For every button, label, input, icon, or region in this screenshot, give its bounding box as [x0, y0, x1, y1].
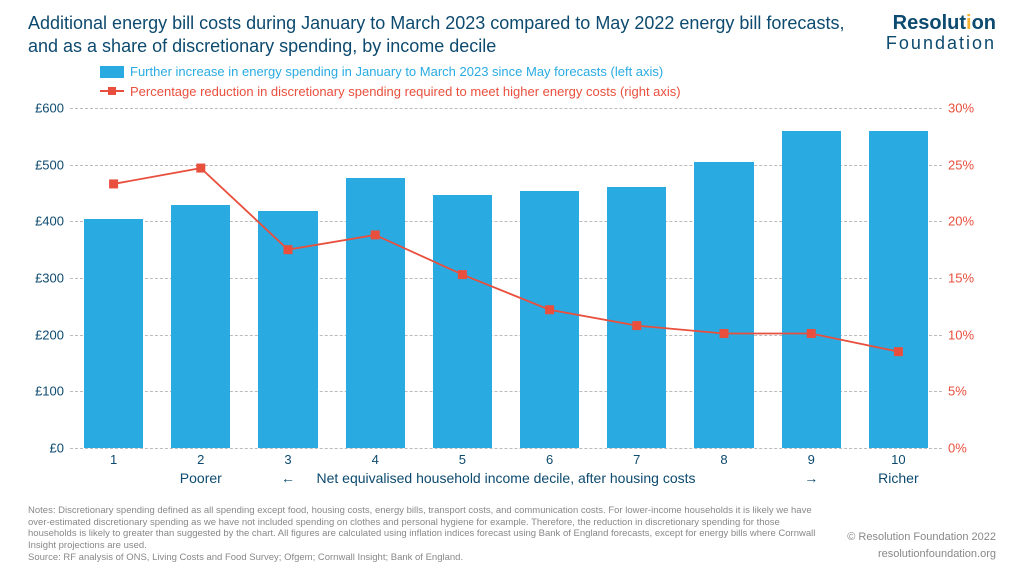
line-marker: [807, 329, 816, 338]
y-axis-right-label: 20%: [948, 214, 974, 229]
x-axis-category-label: 2: [197, 452, 204, 467]
y-axis-right-label: 15%: [948, 271, 974, 286]
x-axis-category-label: 1: [110, 452, 117, 467]
x-axis-category-label: 4: [372, 452, 379, 467]
x-axis-category-label: 7: [633, 452, 640, 467]
chart-title: Additional energy bill costs during Janu…: [28, 12, 848, 59]
line-marker: [632, 321, 641, 330]
footer-url: resolutionfoundation.org: [847, 546, 996, 563]
logo-word2: Foundation: [886, 34, 996, 54]
legend-swatch-line: [100, 90, 124, 92]
line-marker: [894, 347, 903, 356]
x-axis-category-label: 6: [546, 452, 553, 467]
legend-line-label: Percentage reduction in discretionary sp…: [130, 82, 681, 102]
footer-copyright: © Resolution Foundation 2022: [847, 529, 996, 546]
line-marker: [284, 245, 293, 254]
brand-logo: Resolution Foundation: [886, 12, 996, 54]
line-marker: [545, 305, 554, 314]
line-marker: [196, 164, 205, 173]
chart-notes: Notes: Discretionary spending defined as…: [28, 505, 828, 564]
line-series: [114, 168, 899, 352]
line-marker: [109, 179, 118, 188]
logo-word1-prefix: Resolut: [893, 12, 966, 34]
x-axis-category-label: 8: [720, 452, 727, 467]
line-marker: [458, 270, 467, 279]
x-axis-category-label: 5: [459, 452, 466, 467]
y-axis-right-label: 30%: [948, 101, 974, 116]
x-axis-category-label: 3: [284, 452, 291, 467]
y-axis-left-label: £400: [35, 214, 64, 229]
legend-item-line: Percentage reduction in discretionary sp…: [100, 82, 681, 102]
y-axis-left-label: £0: [50, 441, 64, 456]
footer-attribution: © Resolution Foundation 2022 resolutionf…: [847, 529, 996, 562]
gridline: [70, 448, 942, 449]
x-axis-category-label: 9: [808, 452, 815, 467]
y-axis-right-label: 5%: [948, 384, 967, 399]
y-axis-left-label: £300: [35, 271, 64, 286]
y-axis-left-label: £500: [35, 157, 64, 172]
x-axis-category-label: 10: [891, 452, 905, 467]
legend-item-bar: Further increase in energy spending in J…: [100, 62, 681, 82]
line-series-overlay: [70, 108, 942, 448]
y-axis-left-label: £200: [35, 327, 64, 342]
y-axis-right-label: 25%: [948, 157, 974, 172]
chart-plot-area: £0£100£200£300£400£500£6000%5%10%15%20%2…: [70, 108, 942, 448]
line-marker: [371, 230, 380, 239]
legend-swatch-bar: [100, 66, 124, 78]
legend: Further increase in energy spending in J…: [100, 62, 681, 101]
y-axis-right-label: 0%: [948, 441, 967, 456]
y-axis-left-label: £600: [35, 101, 64, 116]
logo-word1-suffix: on: [972, 12, 996, 34]
line-marker: [720, 329, 729, 338]
y-axis-right-label: 10%: [948, 327, 974, 342]
x-axis-title: Poorer←Net equivalised household income …: [70, 470, 942, 486]
legend-bar-label: Further increase in energy spending in J…: [130, 62, 663, 82]
y-axis-left-label: £100: [35, 384, 64, 399]
